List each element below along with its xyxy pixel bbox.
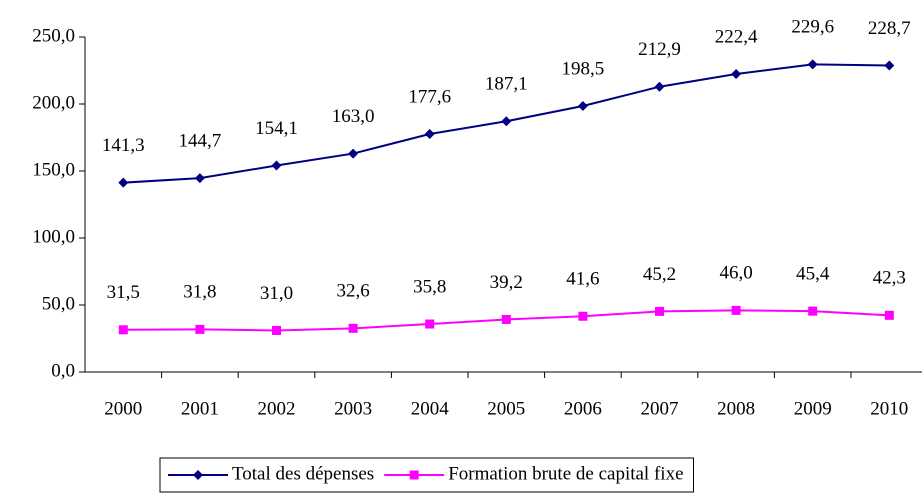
y-tick-label: 200,0 bbox=[32, 92, 75, 113]
y-tick-label: 100,0 bbox=[32, 226, 75, 247]
x-tick-label: 2010 bbox=[870, 398, 908, 419]
data-label: 32,6 bbox=[336, 281, 369, 302]
y-tick-label: 250,0 bbox=[32, 25, 75, 46]
data-label: 229,6 bbox=[791, 17, 834, 38]
data-label: 177,6 bbox=[408, 86, 451, 107]
data-label: 42,3 bbox=[873, 268, 906, 289]
x-tick-label: 2000 bbox=[104, 398, 142, 419]
data-label: 144,7 bbox=[179, 130, 222, 151]
marker bbox=[118, 177, 129, 188]
marker bbox=[425, 319, 435, 329]
x-tick-label: 2005 bbox=[487, 398, 525, 419]
x-tick-label: 2003 bbox=[334, 398, 372, 419]
data-label: 46,0 bbox=[719, 263, 752, 284]
x-tick-label: 2007 bbox=[641, 398, 679, 419]
marker bbox=[731, 305, 741, 315]
marker bbox=[193, 470, 203, 480]
data-label: 228,7 bbox=[868, 18, 911, 39]
marker bbox=[195, 324, 205, 334]
y-tick-label: 50,0 bbox=[42, 293, 75, 314]
data-label: 212,9 bbox=[638, 39, 681, 60]
marker bbox=[808, 306, 818, 316]
data-label: 222,4 bbox=[715, 26, 758, 47]
marker bbox=[194, 173, 205, 184]
legend-box bbox=[159, 457, 694, 493]
marker bbox=[731, 68, 742, 79]
data-label: 41,6 bbox=[566, 269, 599, 290]
legend-label: Total des dépenses bbox=[232, 463, 374, 484]
data-label: 35,8 bbox=[413, 276, 446, 297]
data-label: 187,1 bbox=[485, 74, 528, 95]
data-label: 141,3 bbox=[102, 135, 145, 156]
data-label: 163,0 bbox=[332, 106, 375, 127]
legend-label: Formation brute de capital fixe bbox=[448, 463, 683, 484]
x-tick-label: 2008 bbox=[717, 398, 755, 419]
marker bbox=[578, 311, 588, 321]
marker bbox=[118, 325, 128, 335]
marker bbox=[654, 81, 665, 92]
x-tick-label: 2002 bbox=[258, 398, 296, 419]
marker bbox=[271, 160, 282, 171]
data-label: 31,0 bbox=[260, 283, 293, 304]
data-label: 31,8 bbox=[183, 282, 216, 303]
x-tick-label: 2004 bbox=[411, 398, 450, 419]
data-label: 198,5 bbox=[562, 58, 605, 79]
marker bbox=[501, 116, 512, 127]
marker bbox=[501, 314, 511, 324]
x-tick-label: 2006 bbox=[564, 398, 602, 419]
y-tick-label: 0,0 bbox=[51, 360, 75, 381]
data-label: 45,4 bbox=[796, 264, 830, 285]
marker bbox=[272, 325, 281, 335]
marker bbox=[348, 323, 358, 333]
marker bbox=[348, 148, 359, 159]
x-tick-label: 2009 bbox=[794, 398, 832, 419]
data-label: 45,2 bbox=[643, 264, 676, 285]
marker bbox=[577, 101, 588, 112]
marker bbox=[884, 310, 894, 320]
y-tick-label: 150,0 bbox=[32, 159, 75, 180]
marker bbox=[807, 59, 818, 70]
marker bbox=[655, 306, 664, 316]
data-label: 39,2 bbox=[490, 272, 523, 293]
marker bbox=[424, 129, 435, 140]
marker bbox=[409, 470, 419, 480]
marker bbox=[884, 60, 895, 71]
data-label: 154,1 bbox=[255, 118, 298, 139]
legend: Total des dépenses Formation brute de cap… bbox=[159, 457, 694, 493]
data-label: 31,5 bbox=[107, 282, 140, 303]
x-tick-label: 2001 bbox=[181, 398, 219, 419]
